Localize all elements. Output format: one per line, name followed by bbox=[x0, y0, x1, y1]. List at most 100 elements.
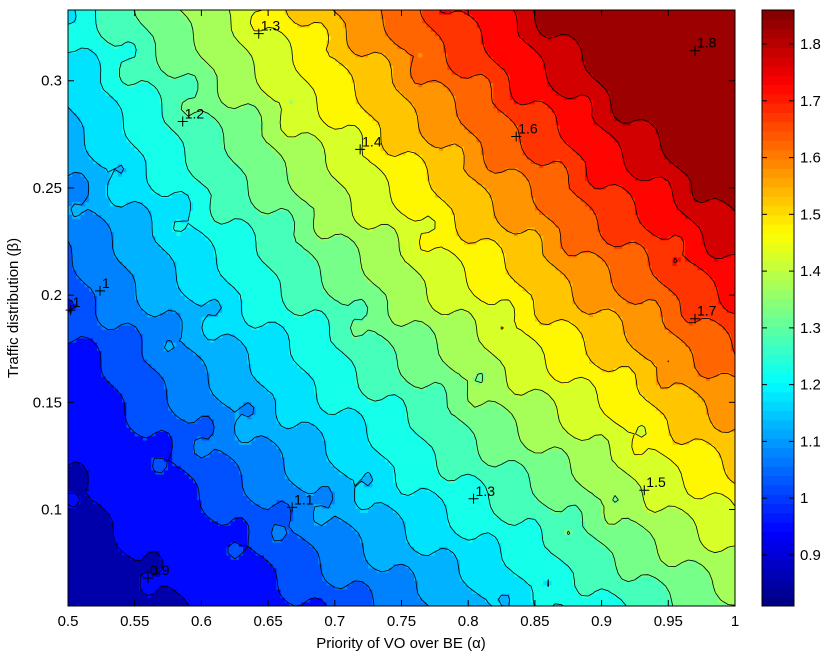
contour-cell bbox=[213, 278, 219, 284]
contour-cell bbox=[126, 448, 132, 454]
contour-cell bbox=[93, 431, 98, 437]
contour-cell bbox=[105, 112, 111, 118]
contour-cell bbox=[68, 546, 73, 552]
contour-cell bbox=[213, 359, 219, 364]
contour-cell bbox=[76, 478, 82, 484]
contour-cell bbox=[68, 116, 73, 122]
contour-cell bbox=[201, 371, 207, 377]
contour-cell bbox=[201, 150, 207, 156]
contour-cell bbox=[134, 290, 140, 296]
contour-cell bbox=[68, 478, 73, 484]
contour-cell bbox=[172, 176, 177, 181]
contour-cell bbox=[105, 469, 111, 475]
contour-cell bbox=[201, 554, 207, 560]
contour-cell bbox=[134, 444, 140, 450]
contour-cell bbox=[159, 401, 165, 407]
contour-cell bbox=[130, 486, 136, 492]
contour-cell bbox=[105, 265, 111, 271]
contour-cell bbox=[159, 337, 165, 343]
contour-cell bbox=[180, 452, 186, 458]
contour-cell bbox=[184, 516, 190, 522]
contour-cell bbox=[118, 99, 123, 105]
contour-cell bbox=[68, 184, 73, 190]
contour-cell bbox=[88, 405, 94, 411]
contour-cell bbox=[72, 124, 77, 130]
contour-cell bbox=[105, 248, 111, 254]
contour-cell bbox=[188, 44, 194, 49]
contour-cell bbox=[180, 469, 186, 475]
contour-cell bbox=[147, 546, 152, 552]
contour-cell bbox=[201, 214, 207, 220]
contour-cell bbox=[159, 10, 165, 15]
contour-cell bbox=[176, 520, 182, 526]
contour-cell bbox=[122, 103, 127, 109]
contour-cell bbox=[72, 597, 77, 603]
contour-cell bbox=[118, 278, 123, 284]
contour-cell bbox=[155, 222, 161, 228]
contour-cell bbox=[76, 337, 82, 343]
contour-cell bbox=[105, 82, 111, 88]
contour-cell bbox=[172, 495, 177, 501]
contour-cell bbox=[118, 354, 123, 360]
contour-cell bbox=[163, 533, 169, 539]
contour-cell bbox=[193, 388, 198, 394]
contour-cell bbox=[176, 261, 182, 267]
contour-cell bbox=[105, 474, 111, 479]
contour-cell bbox=[201, 290, 207, 296]
contour-cell bbox=[76, 359, 82, 364]
contour-cell bbox=[213, 597, 219, 603]
contour-cell bbox=[101, 22, 107, 28]
contour-cell bbox=[72, 359, 77, 364]
contour-cell bbox=[101, 439, 107, 445]
contour-cell bbox=[213, 584, 219, 590]
contour-cell bbox=[205, 65, 211, 71]
contour-cell bbox=[109, 137, 115, 143]
contour-cell bbox=[151, 486, 157, 492]
contour-cell bbox=[205, 354, 211, 360]
contour-cell bbox=[97, 571, 102, 577]
contour-cell bbox=[93, 410, 98, 416]
contour-cell bbox=[143, 384, 148, 390]
contour-cell bbox=[168, 235, 173, 241]
contour-cell bbox=[151, 261, 157, 267]
contour-cell bbox=[118, 299, 123, 305]
contour-cell bbox=[205, 342, 211, 347]
contour-cell bbox=[193, 359, 198, 364]
contour-cell bbox=[209, 503, 215, 509]
contour-cell bbox=[172, 499, 177, 505]
contour-cell bbox=[130, 405, 136, 411]
contour-cell bbox=[97, 474, 102, 479]
contour-cell bbox=[134, 73, 140, 79]
contour-cell bbox=[113, 261, 119, 267]
contour-cell bbox=[193, 188, 198, 194]
contour-cell bbox=[176, 239, 182, 245]
contour-cell bbox=[72, 193, 77, 198]
contour-cell bbox=[138, 86, 144, 92]
contour-cell bbox=[205, 525, 211, 530]
contour-cell bbox=[209, 48, 215, 54]
contour-cell bbox=[126, 154, 132, 160]
contour-cell bbox=[113, 478, 119, 484]
contour-cell bbox=[113, 137, 119, 143]
contour-cell bbox=[97, 465, 102, 471]
contour-cell bbox=[188, 146, 194, 152]
contour-cell bbox=[109, 397, 115, 403]
contour-cell bbox=[151, 508, 157, 513]
contour-cell bbox=[172, 295, 177, 301]
contour-cell bbox=[180, 584, 186, 590]
contour-cell bbox=[76, 405, 82, 411]
contour-cell bbox=[184, 61, 190, 66]
contour-cell bbox=[126, 457, 132, 462]
contour-cell bbox=[101, 405, 107, 411]
contour-cell bbox=[93, 133, 98, 139]
contour-cell bbox=[109, 141, 115, 147]
contour-cell bbox=[143, 350, 148, 356]
contour-cell bbox=[101, 14, 107, 20]
contour-cell bbox=[76, 244, 82, 249]
contour-cell bbox=[143, 171, 148, 177]
contour-cell bbox=[201, 422, 207, 428]
contour-cell bbox=[118, 146, 123, 152]
contour-cell bbox=[184, 422, 190, 428]
contour-cell bbox=[180, 537, 186, 543]
contour-cell bbox=[180, 559, 186, 565]
